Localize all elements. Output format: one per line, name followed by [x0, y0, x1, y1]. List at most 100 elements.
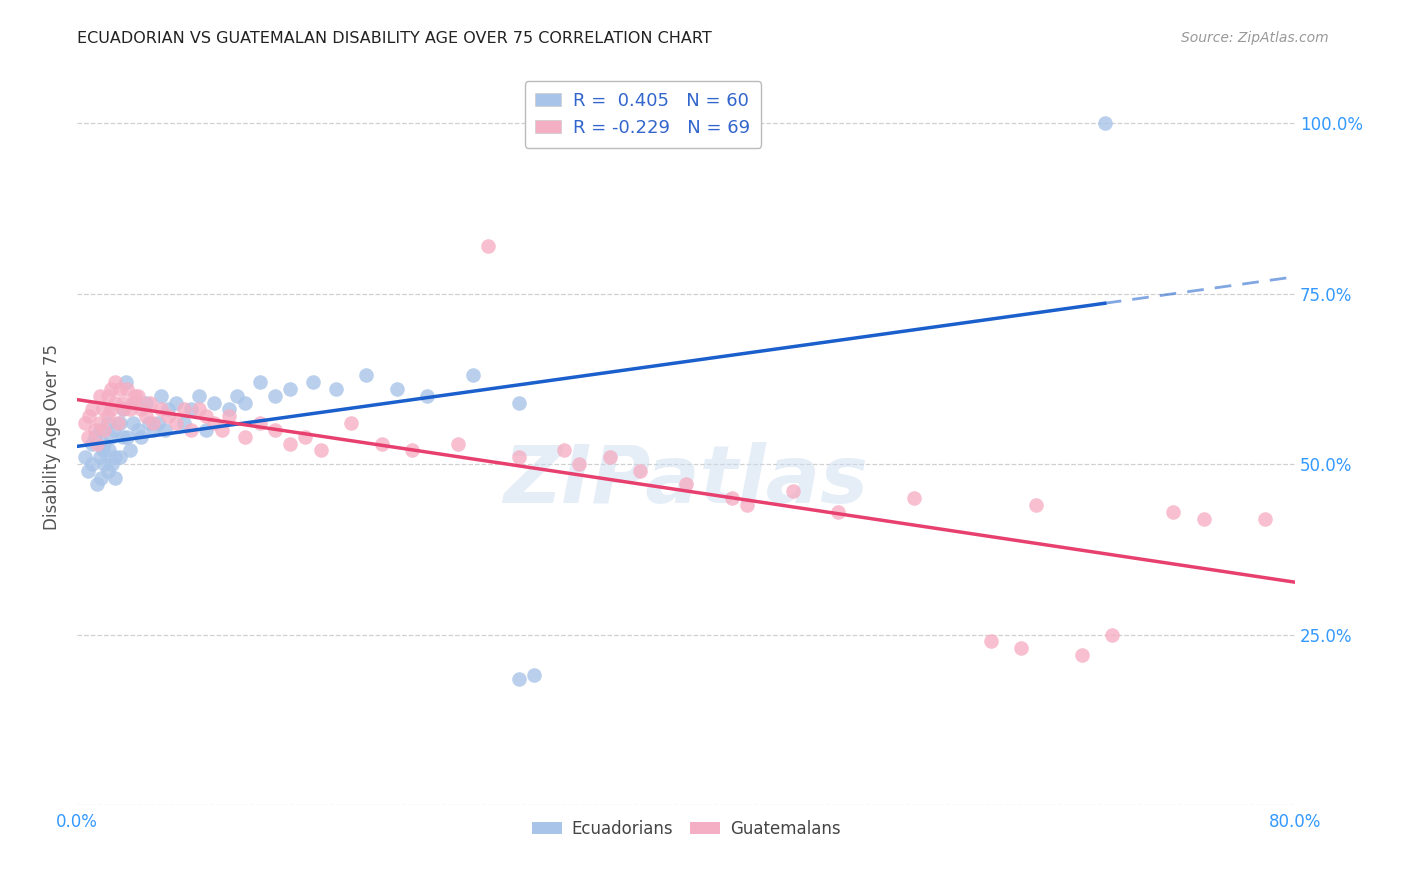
Point [370, 436, 392, 450]
Point [309, 443, 332, 458]
Point [233, 395, 256, 409]
Point [356, 368, 378, 383]
Point [155, 423, 177, 437]
Point [120, 402, 142, 417]
Point [104, 471, 127, 485]
Point [226, 389, 249, 403]
Point [89, 416, 111, 430]
Point [76, 430, 98, 444]
Point [117, 430, 139, 444]
Point [120, 443, 142, 458]
Point [84, 430, 107, 444]
Point [477, 239, 499, 253]
Point [107, 416, 129, 430]
Point [1094, 116, 1116, 130]
Point [278, 436, 301, 450]
Point [96, 389, 118, 403]
Point [180, 402, 202, 417]
Point [173, 402, 195, 417]
Point [86, 436, 108, 450]
Point [89, 423, 111, 437]
Point [122, 395, 145, 409]
Point [508, 450, 530, 465]
Point [111, 430, 134, 444]
Point [202, 395, 225, 409]
Point [142, 423, 165, 437]
Point [211, 423, 233, 437]
Point [129, 430, 152, 444]
Point [508, 395, 530, 409]
Point [249, 375, 271, 389]
Point [84, 423, 107, 437]
Point [628, 464, 651, 478]
Point [114, 375, 136, 389]
Point [73, 416, 96, 430]
Point [1101, 627, 1123, 641]
Point [195, 409, 218, 424]
Point [447, 436, 470, 450]
Point [77, 409, 100, 424]
Point [1192, 511, 1215, 525]
Point [165, 416, 187, 430]
Point [599, 450, 621, 465]
Point [135, 409, 157, 424]
Point [108, 416, 131, 430]
Point [117, 382, 139, 396]
Point [187, 402, 209, 417]
Point [100, 382, 122, 396]
Point [1070, 648, 1092, 662]
Point [127, 423, 149, 437]
Point [149, 402, 172, 417]
Point [195, 423, 218, 437]
Point [218, 409, 240, 424]
Point [135, 395, 157, 409]
Point [86, 477, 108, 491]
Point [89, 450, 111, 465]
Point [101, 457, 124, 471]
Point [91, 443, 114, 458]
Point [111, 402, 134, 417]
Point [93, 457, 115, 471]
Text: ZIPatlas: ZIPatlas [503, 442, 869, 520]
Point [233, 430, 256, 444]
Point [90, 471, 112, 485]
Point [157, 409, 180, 424]
Point [124, 389, 146, 403]
Point [108, 450, 131, 465]
Point [385, 382, 408, 396]
Point [157, 402, 180, 417]
Text: Source: ZipAtlas.com: Source: ZipAtlas.com [1181, 31, 1329, 45]
Point [96, 409, 118, 424]
Point [89, 389, 111, 403]
Point [294, 430, 316, 444]
Point [302, 375, 325, 389]
Point [96, 416, 118, 430]
Point [264, 423, 287, 437]
Point [96, 464, 118, 478]
Point [129, 402, 152, 417]
Point [149, 389, 172, 403]
Y-axis label: Disability Age Over 75: Disability Age Over 75 [44, 343, 60, 530]
Point [76, 464, 98, 478]
Point [1010, 641, 1032, 656]
Point [980, 634, 1002, 648]
Point [461, 368, 484, 383]
Point [264, 389, 287, 403]
Point [104, 375, 127, 389]
Point [401, 443, 423, 458]
Point [903, 491, 925, 505]
Point [1253, 511, 1275, 525]
Point [180, 423, 202, 437]
Point [103, 423, 125, 437]
Point [416, 389, 439, 403]
Point [122, 416, 145, 430]
Point [218, 402, 240, 417]
Point [523, 668, 546, 682]
Point [187, 389, 209, 403]
Point [142, 416, 165, 430]
Point [111, 395, 134, 409]
Point [340, 416, 363, 430]
Point [325, 382, 347, 396]
Point [1161, 505, 1184, 519]
Point [82, 457, 104, 471]
